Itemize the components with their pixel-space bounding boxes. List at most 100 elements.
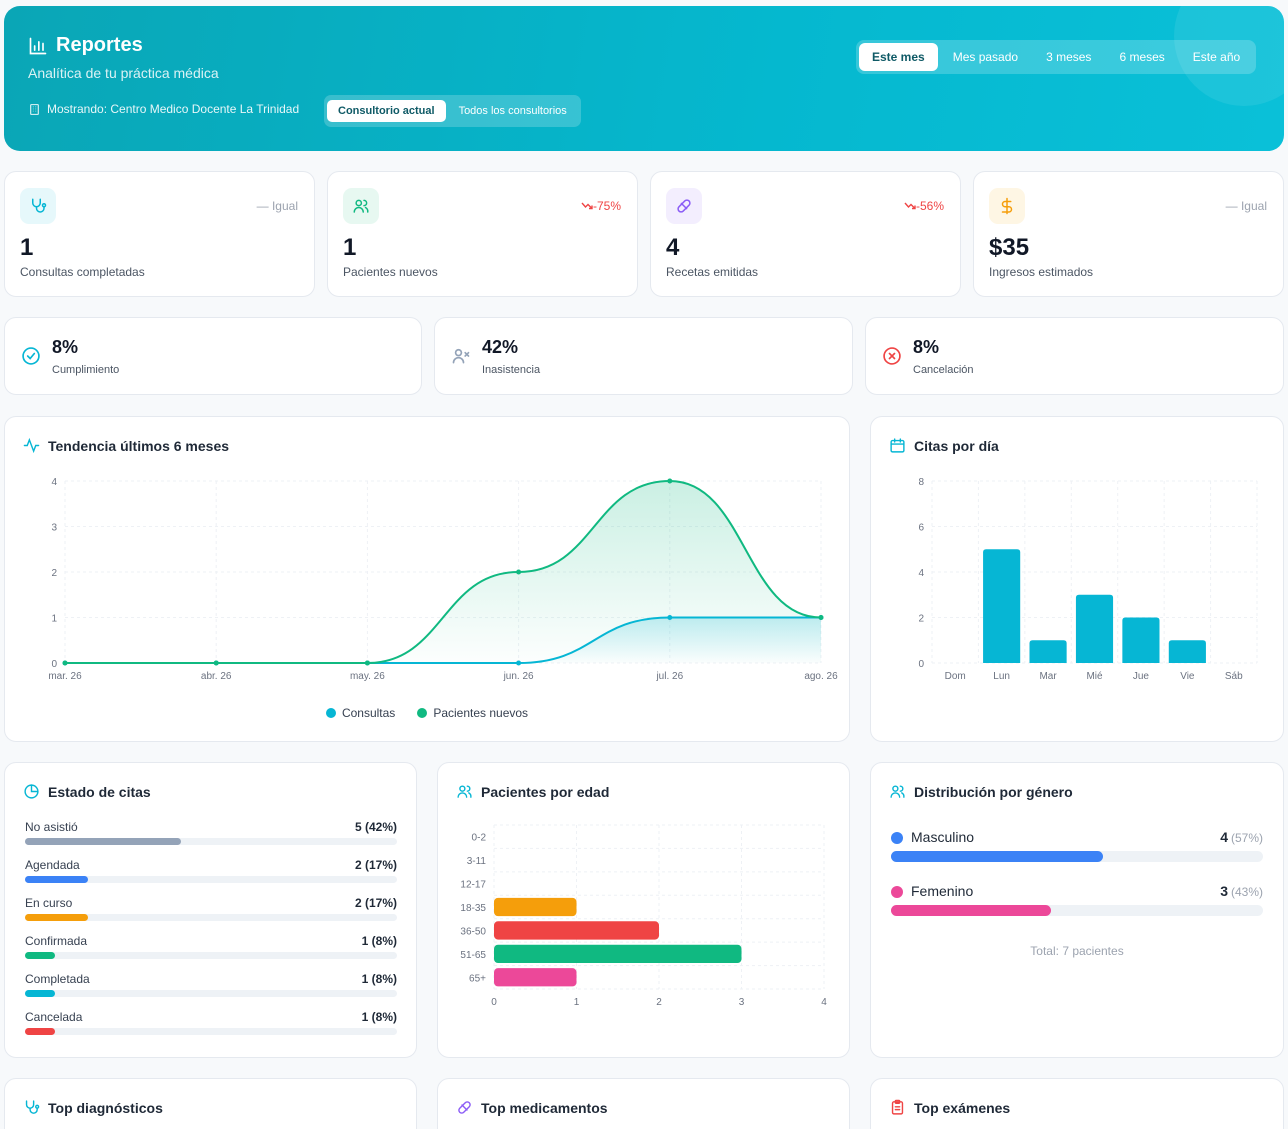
x-tick-label: may. 26 [350,671,385,682]
period-selector: Este mes Mes pasado 3 meses 6 meses Este… [856,40,1257,74]
building-icon [30,103,39,115]
gender-percent: (57%) [1230,831,1263,845]
users-icon [890,785,905,798]
daily-chart-title-text: Citas por día [914,437,999,454]
status-name: Confirmada [25,934,88,948]
status-fill [25,990,55,997]
kpi-delta: — Igual [256,199,298,213]
stethoscope-icon [25,1100,40,1114]
age-chart-card: Pacientes por edad 0 1 2 3 4 0-2 3-11 12-17 18-3… [437,762,850,1058]
gender-count: 3 (43%) [1220,883,1263,899]
legend-label: Pacientes nuevos [433,706,529,720]
x-tick-label: Lun [993,671,1010,682]
data-point[interactable] [364,660,370,666]
calendar-icon [890,438,905,453]
status-track [25,952,397,959]
status-fill [25,876,89,883]
x-tick-label: Mar [1039,671,1057,682]
period-this-year[interactable]: Este año [1192,50,1241,64]
top-exams-title-text: Top exámenes [914,1099,1011,1116]
x-tick-label: abr. 26 [201,671,232,682]
data-point[interactable] [516,569,522,575]
status-count: 2 (17%) [354,896,397,910]
series-area-1 [65,481,821,663]
data-point[interactable] [667,478,673,484]
bar-Mar[interactable] [1029,640,1067,663]
gender-fill [891,851,1104,862]
bar-Lun[interactable] [983,549,1021,663]
y-tick-label: 51-65 [460,950,486,961]
period-this-month[interactable]: Este mes [859,43,938,71]
x-tick-label: Vie [1180,671,1195,682]
kpi-card-new-patients: -75% 1 Pacientes nuevos [327,171,638,297]
top-diagnoses-title: Top diagnósticos [23,1099,163,1116]
data-point[interactable] [213,660,219,666]
bar-18-35[interactable] [494,897,577,917]
y-tick-label: 6 [918,523,924,534]
data-point[interactable] [667,615,673,620]
y-tick-label: 2 [51,568,57,579]
status-name: Cancelada [25,1010,83,1024]
rate-label: Inasistencia [482,364,541,376]
bar-chart-icon [29,37,47,54]
x-tick-label: 0 [491,997,497,1008]
clinic-indicator: Mostrando: Centro Medico Docente La Trin… [28,102,299,116]
y-tick-label: 4 [51,477,57,488]
data-point[interactable] [516,660,522,666]
pill-icon [666,188,702,224]
status-count: 1 (8%) [361,934,397,948]
rate-card-compliance: 8% Cumplimiento [4,317,422,395]
top-exams-card: Top exámenes [870,1078,1284,1129]
trend-chart-title-text: Tendencia últimos 6 meses [48,437,230,454]
kpi-value: 1 [20,234,34,261]
y-tick-label: 3-11 [467,856,487,867]
kpi-value: 1 [343,234,357,261]
legend-item-pacientes-nuevos: Pacientes nuevos [417,706,528,720]
bar-36-50[interactable] [494,921,659,940]
age-chart-title-text: Pacientes por edad [481,783,610,800]
page-title: Reportes [28,34,143,57]
period-3-months[interactable]: 3 meses [1046,50,1092,64]
bar-Jue[interactable] [1122,617,1160,664]
x-tick-label: mar. 26 [48,671,82,682]
gender-track [891,905,1263,916]
bar-51-65[interactable] [494,944,742,963]
status-card: Estado de citas No asistió 5 (42%) Agendad… [4,762,417,1058]
check-circle-icon [22,347,40,365]
gender-fill [891,905,1051,916]
y-tick-label: 12-17 [460,880,486,891]
status-fill [25,1028,55,1035]
y-tick-label: 0-2 [472,833,487,844]
top-exams-title: Top exámenes [889,1099,1010,1116]
gender-percent: (43%) [1230,885,1263,899]
x-tick-label: Mié [1086,671,1103,682]
y-tick-label: 36-50 [460,926,486,937]
users-icon [343,188,379,224]
data-point[interactable] [62,660,68,666]
scope-current-button[interactable]: Consultorio actual [327,100,446,122]
kpi-card-income: — Igual $35 Ingresos estimados [973,171,1284,297]
period-6-months[interactable]: 6 meses [1119,50,1165,64]
status-name: Agendada [25,858,80,872]
user-x-icon [452,348,470,364]
y-tick-label: 4 [918,568,924,579]
rate-card-cancellation: 8% Cancelación [865,317,1284,395]
bar-Mié[interactable] [1075,594,1114,663]
x-tick-label: 4 [821,997,827,1008]
status-title: Estado de citas [23,783,151,800]
page-title-text: Reportes [56,34,143,56]
scope-all-button[interactable]: Todos los consultorios [458,105,567,117]
kpi-delta: -56% [904,199,944,213]
period-last-month[interactable]: Mes pasado [952,50,1019,64]
bar-Vie[interactable] [1168,640,1206,663]
kpi-delta-text: -56% [915,199,944,213]
x-tick-label: ago. 26 [804,671,838,682]
top-medications-card: Top medicamentos [437,1078,850,1129]
x-tick-label: Dom [945,671,966,682]
rate-value: 42% [482,337,519,357]
bar-65+[interactable] [494,968,577,987]
x-tick-label: Sáb [1225,671,1243,682]
gender-count-value: 4 [1220,829,1228,845]
data-point[interactable] [818,615,824,620]
top-medications-title: Top medicamentos [456,1099,608,1116]
